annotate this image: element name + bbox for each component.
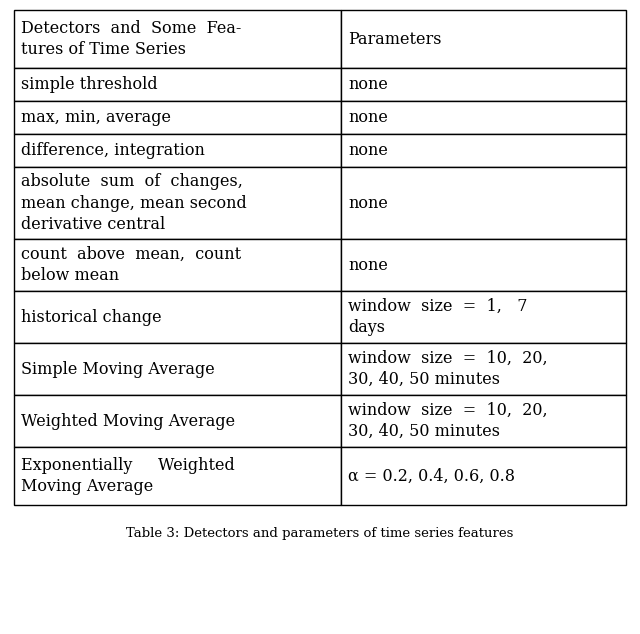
Bar [341, 395, 626, 447]
Text: absolute  sum  of  changes,
mean change, mean second
derivative central: absolute sum of changes, mean change, me… [21, 173, 247, 233]
Text: window  size  =  10,  20,
30, 40, 50 minutes: window size = 10, 20, 30, 40, 50 minutes [348, 402, 548, 440]
Bar [14, 447, 341, 505]
Bar [341, 68, 626, 101]
Text: Exponentially     Weighted
Moving Average: Exponentially Weighted Moving Average [21, 456, 235, 495]
Text: Weighted Moving Average: Weighted Moving Average [21, 413, 235, 429]
Bar [14, 101, 341, 134]
Bar [14, 239, 341, 291]
Text: Simple Moving Average: Simple Moving Average [21, 361, 215, 377]
Text: window  size  =  10,  20,
30, 40, 50 minutes: window size = 10, 20, 30, 40, 50 minutes [348, 350, 548, 388]
Bar [341, 447, 626, 505]
Bar [14, 134, 341, 167]
Bar [341, 10, 626, 68]
Text: max, min, average: max, min, average [21, 109, 171, 126]
Bar [14, 395, 341, 447]
Bar [14, 167, 341, 239]
Bar [341, 134, 626, 167]
Text: Table 3: Detectors and parameters of time series features: Table 3: Detectors and parameters of tim… [126, 527, 514, 540]
Text: α = 0.2, 0.4, 0.6, 0.8: α = 0.2, 0.4, 0.6, 0.8 [348, 467, 515, 484]
Text: none: none [348, 76, 388, 93]
Text: historical change: historical change [21, 309, 162, 325]
Bar [341, 167, 626, 239]
Bar [341, 291, 626, 343]
Text: difference, integration: difference, integration [21, 142, 205, 159]
Text: window  size  =  1,   7
days: window size = 1, 7 days [348, 298, 528, 336]
Text: count  above  mean,  count
below mean: count above mean, count below mean [21, 246, 241, 284]
Text: none: none [348, 109, 388, 126]
Text: Parameters: Parameters [348, 30, 442, 48]
Bar [14, 343, 341, 395]
Bar [341, 343, 626, 395]
Bar [14, 10, 341, 68]
Bar [14, 68, 341, 101]
Text: Detectors  and  Some  Fea-
tures of Time Series: Detectors and Some Fea- tures of Time Se… [21, 20, 241, 58]
Bar [14, 291, 341, 343]
Text: none: none [348, 142, 388, 159]
Bar [341, 101, 626, 134]
Text: simple threshold: simple threshold [21, 76, 157, 93]
Text: none: none [348, 257, 388, 273]
Text: none: none [348, 195, 388, 212]
Bar [341, 239, 626, 291]
